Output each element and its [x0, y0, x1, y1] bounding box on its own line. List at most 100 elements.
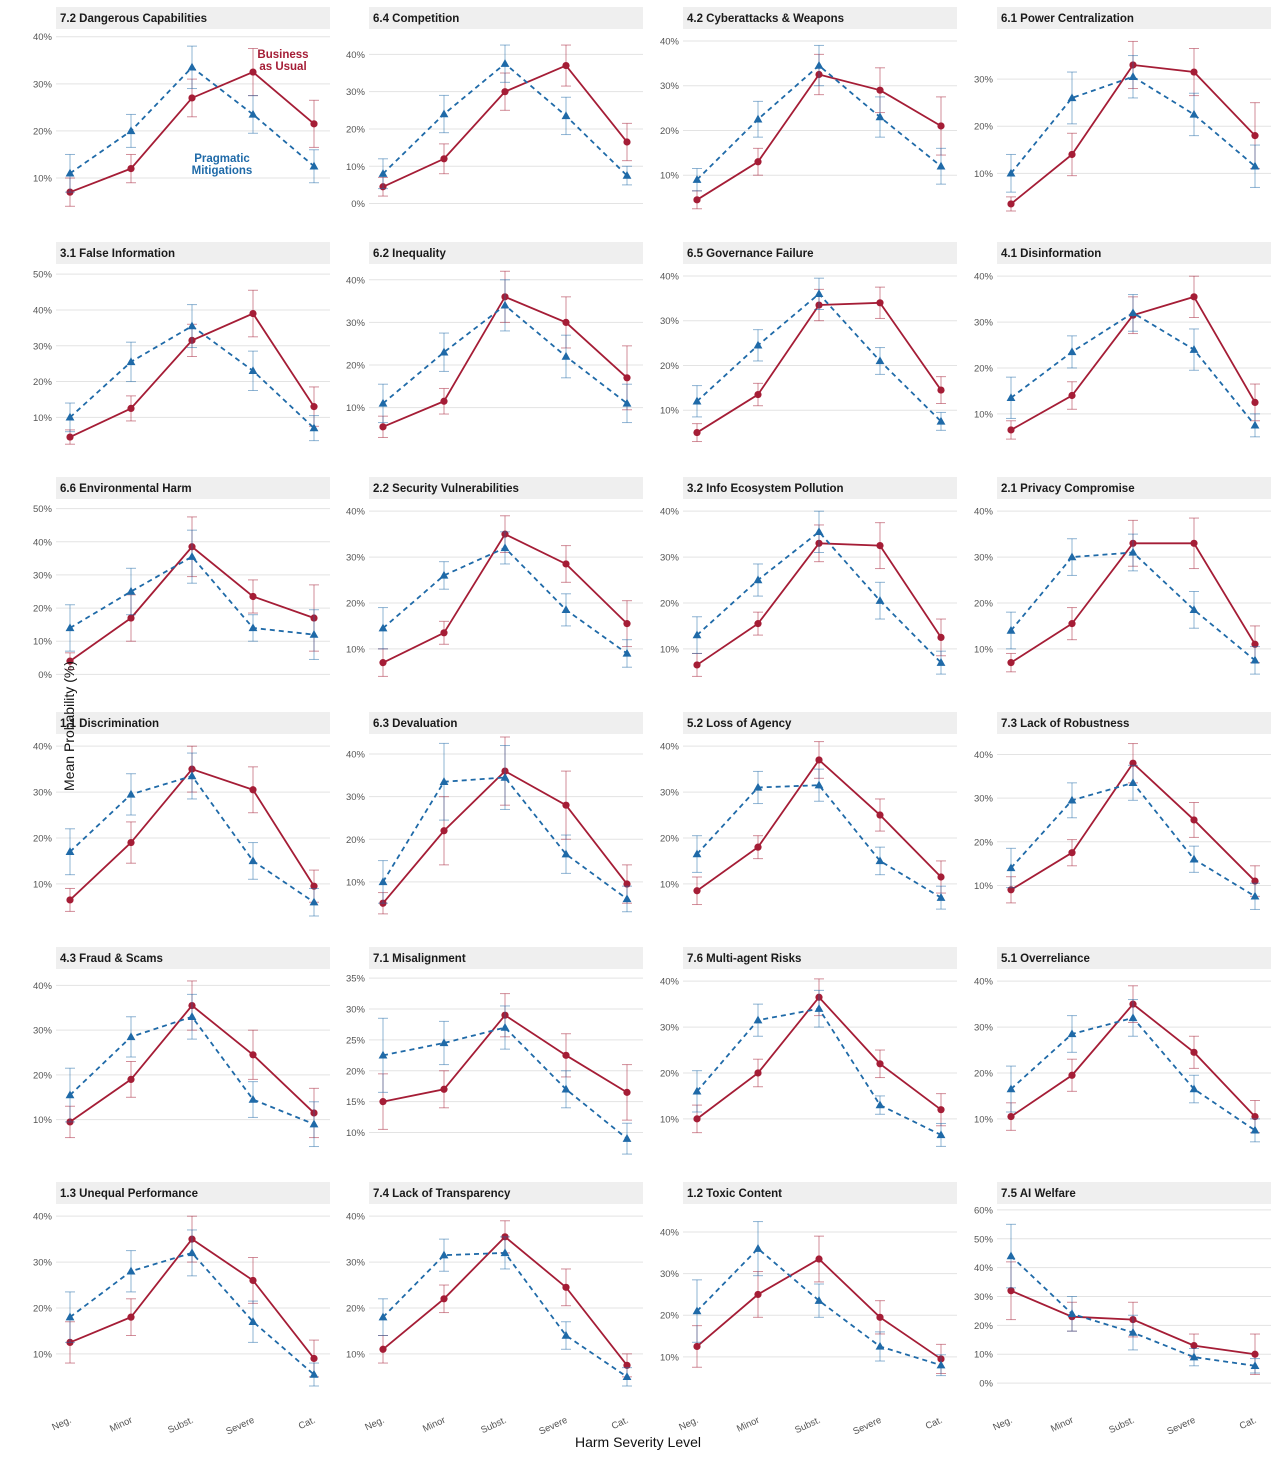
pragmatic-mitigations-point: [248, 366, 258, 375]
y-tick-label: 30%: [974, 1023, 994, 1034]
x-tick-label: Minor: [1049, 1415, 1075, 1435]
pragmatic-mitigations-point: [753, 575, 763, 584]
y-tick-label: 30%: [33, 788, 53, 799]
pragmatic-mitigations-point: [65, 623, 75, 632]
y-tick-label: 30%: [660, 553, 680, 564]
business-as-usual-point: [66, 657, 74, 665]
y-tick-label: 10%: [33, 1349, 53, 1360]
pragmatic-mitigations-point: [936, 1130, 946, 1139]
business-as-usual-point: [815, 756, 823, 764]
pragmatic-mitigations-point: [309, 897, 319, 906]
facet-title: 4.3 Fraud & Scams: [60, 953, 163, 965]
pragmatic-mitigations-point: [561, 111, 571, 120]
pragmatic-mitigations-point: [622, 894, 632, 903]
y-tick-label: 30%: [33, 1258, 53, 1269]
y-tick-label: 30%: [346, 792, 366, 803]
pragmatic-mitigations-line: [696, 784, 942, 899]
facet-strip: [369, 242, 643, 264]
facet-panel: 6.2 Inequality 10% 20% 30% 40%: [346, 242, 643, 438]
business-as-usual-point: [754, 1069, 762, 1077]
pragmatic-mitigations-line: [382, 1251, 628, 1378]
pragmatic-mitigations-point: [1006, 393, 1016, 402]
business-as-usual-point: [1007, 426, 1015, 434]
pragmatic-mitigations-point: [622, 398, 632, 407]
y-tick-label: 10%: [974, 409, 994, 420]
y-tick-label: 40%: [660, 1227, 680, 1238]
business-as-usual-point: [440, 1085, 448, 1093]
y-tick-label: 30%: [346, 318, 366, 329]
pragmatic-mitigations-point: [1128, 1013, 1138, 1022]
business-as-usual-point: [1190, 1341, 1198, 1350]
pragmatic-mitigations-point: [936, 416, 946, 425]
pragmatic-mitigations-point: [1067, 795, 1077, 804]
y-tick-label: 25%: [346, 1035, 366, 1046]
pragmatic-mitigations-point: [1189, 1352, 1199, 1361]
y-tick-label: 10%: [974, 1350, 994, 1361]
pragmatic-mitigations-point: [1128, 778, 1138, 787]
y-tick-label: 20%: [33, 1303, 53, 1314]
pragmatic-mitigations-point: [1189, 345, 1199, 353]
pragmatic-mitigations-point: [309, 423, 319, 432]
pragmatic-mitigations-point: [126, 357, 136, 366]
y-tick-label: 10%: [660, 1352, 680, 1363]
pragmatic-mitigations-point: [1250, 1361, 1260, 1369]
y-tick-label: 10%: [660, 406, 680, 417]
y-tick-label: 50%: [33, 270, 53, 281]
pragmatic-mitigations-point: [500, 543, 510, 552]
y-tick-label: 20%: [33, 604, 53, 615]
pragmatic-mitigations-point: [692, 849, 702, 858]
y-tick-label: 30%: [33, 570, 53, 581]
pragmatic-mitigations-point: [500, 300, 510, 309]
pragmatic-mitigations-point: [1250, 1125, 1260, 1134]
y-tick-label: 10%: [33, 1115, 53, 1126]
business-as-usual-point: [562, 560, 570, 568]
business-as-usual-point: [249, 786, 257, 794]
pragmatic-mitigations-point: [248, 1317, 258, 1325]
y-tick-label: 40%: [33, 742, 53, 753]
facet-title: 4.1 Disinformation: [1001, 248, 1101, 260]
facet-title: 6.6 Environmental Harm: [60, 483, 192, 495]
facet-panel: 4.2 Cyberattacks & Weapons 10% 20% 30% 40%: [660, 7, 957, 210]
pragmatic-mitigations-point: [622, 1372, 632, 1381]
pragmatic-mitigations-point: [1006, 863, 1016, 872]
y-tick-label: 10%: [346, 1128, 366, 1139]
business-as-usual-point: [876, 811, 884, 819]
pragmatic-mitigations-line: [696, 1247, 942, 1367]
y-tick-label: 20%: [660, 598, 680, 609]
pragmatic-mitigations-point: [378, 1050, 388, 1059]
y-tick-label: 60%: [974, 1205, 994, 1216]
business-as-usual-point: [127, 165, 135, 173]
pragmatic-mitigations-line: [696, 530, 942, 664]
business-as-usual-point: [379, 659, 387, 667]
business-as-usual-point: [1007, 1287, 1015, 1295]
pragmatic-mitigations-point: [875, 856, 885, 865]
business-as-usual-point: [1251, 398, 1259, 406]
facet-strip: [997, 947, 1271, 969]
y-tick-label: 40%: [660, 271, 680, 282]
facet-panel: 3.2 Info Ecosystem Pollution 10% 20% 30% 40%: [660, 477, 957, 677]
facet-title: 1.3 Unequal Performance: [60, 1188, 198, 1200]
business-as-usual-point: [937, 873, 945, 881]
y-tick-label: 0%: [979, 1379, 993, 1390]
y-tick-label: 10%: [33, 879, 53, 890]
facet-title: 5.1 Overreliance: [1001, 953, 1090, 965]
pragmatic-mitigations-point: [439, 1038, 449, 1047]
pragmatic-mitigations-point: [753, 114, 763, 123]
y-tick-label: 10%: [660, 644, 680, 655]
business-as-usual-point: [754, 390, 762, 399]
business-as-usual-point: [937, 386, 945, 394]
y-tick-label: 10%: [660, 171, 680, 182]
business-as-usual-point: [693, 887, 701, 895]
facet-strip: [369, 7, 643, 29]
y-tick-label: 20%: [974, 598, 994, 609]
business-as-usual-point: [1068, 620, 1076, 628]
facet-title: 7.2 Dangerous Capabilities: [60, 13, 207, 25]
y-tick-label: 10%: [974, 1114, 994, 1125]
business-as-usual-point: [1190, 816, 1198, 824]
business-as-usual-point: [693, 428, 701, 437]
y-tick-label: 30%: [660, 1023, 680, 1034]
pragmatic-mitigations-line: [1010, 75, 1256, 174]
pragmatic-mitigations-point: [500, 1248, 510, 1257]
pragmatic-mitigations-point: [1067, 93, 1077, 102]
x-tick-label: Subst.: [479, 1415, 508, 1436]
